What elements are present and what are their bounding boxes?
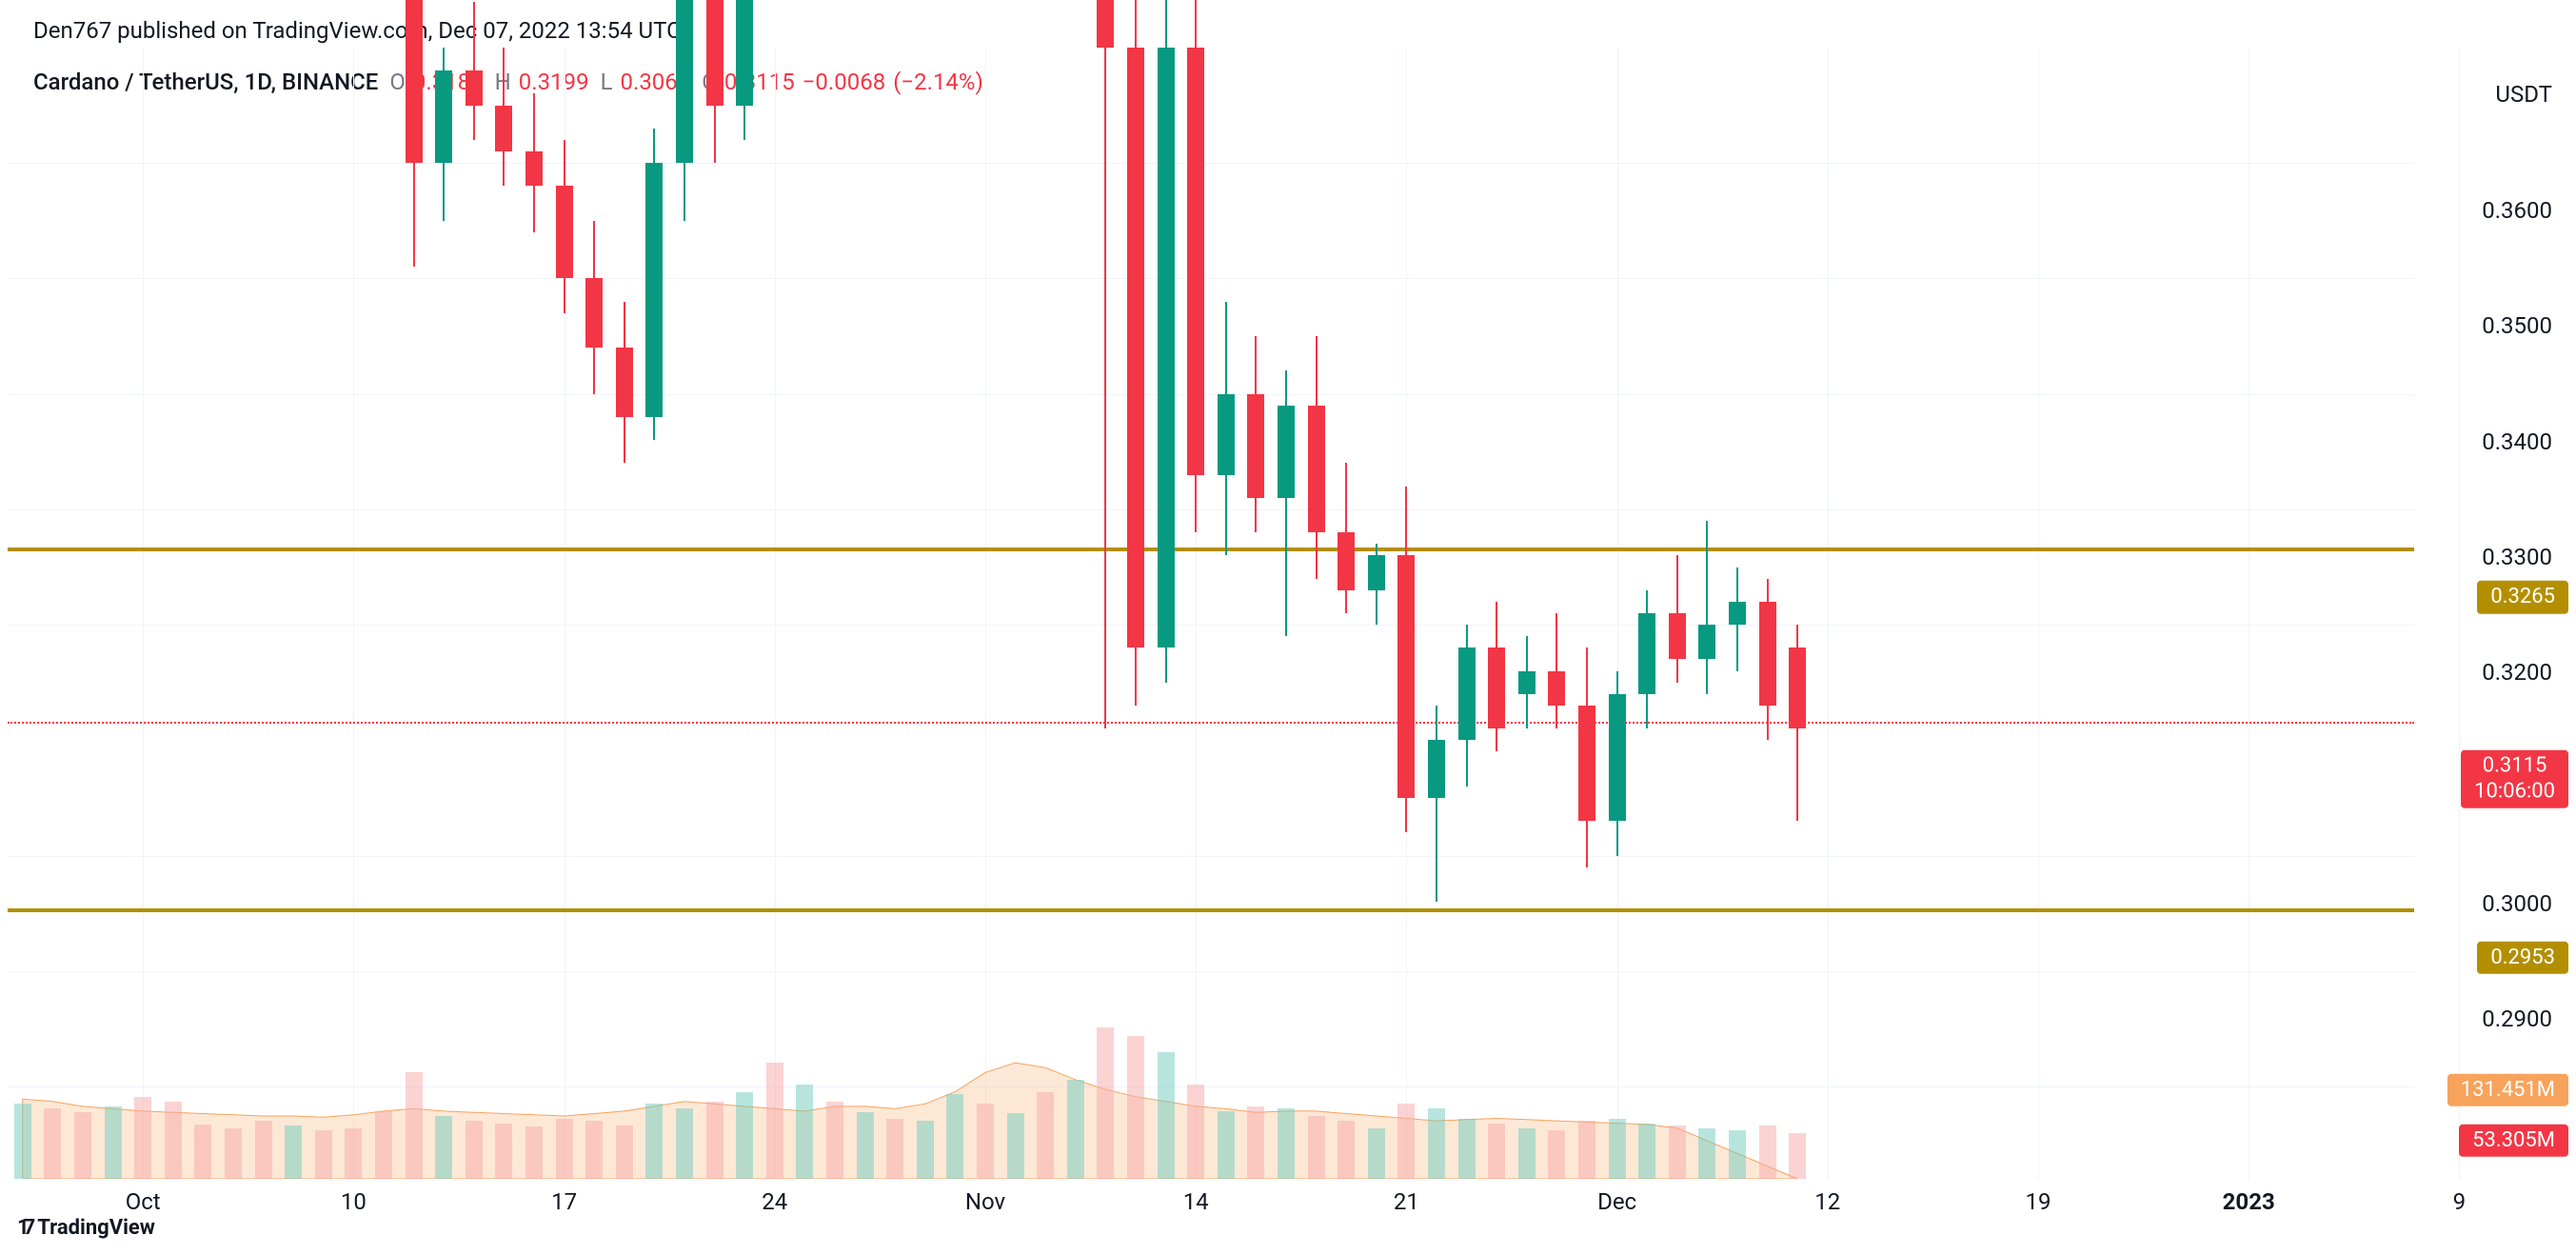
x-tick-label: 21: [1394, 1188, 1419, 1215]
volume-tag: 53.305M: [2459, 1125, 2568, 1157]
candle: [946, 48, 963, 1179]
candle: [1158, 48, 1175, 1179]
x-tick-label: 2023: [2223, 1188, 2275, 1215]
price-tag: 0.2953: [2477, 941, 2568, 973]
candle: [1127, 48, 1144, 1179]
y-tick-label: 0.3200: [2482, 659, 2552, 686]
x-tick-label: 14: [1183, 1188, 1209, 1215]
candle: [1338, 48, 1355, 1179]
candle: [1488, 48, 1505, 1179]
candle: [105, 48, 122, 1179]
tv-logo-text: TradingView: [37, 1216, 155, 1240]
y-tick-label: 0.3000: [2482, 890, 2552, 917]
candle: [74, 48, 91, 1179]
candle: [1638, 48, 1655, 1179]
candle: [796, 48, 813, 1179]
candle: [1278, 48, 1295, 1179]
candle: [886, 48, 903, 1179]
candle: [977, 48, 994, 1179]
candle: [194, 48, 211, 1179]
candle: [1518, 48, 1536, 1179]
y-tick-label: 0.3400: [2482, 428, 2552, 455]
y-tick-label: 0.2900: [2482, 1006, 2552, 1032]
candle: [1308, 48, 1325, 1179]
x-tick-label: 9: [2453, 1188, 2467, 1215]
candle: [857, 48, 874, 1179]
x-tick-label: 17: [551, 1188, 577, 1215]
x-tick-label: 24: [762, 1188, 787, 1215]
candle: [556, 48, 573, 1179]
candle: [676, 48, 693, 1179]
candle: [1759, 48, 1776, 1179]
candle: [466, 48, 483, 1179]
candle: [255, 48, 272, 1179]
horizontal-line[interactable]: [8, 548, 2414, 551]
candle: [225, 48, 242, 1179]
candle: [1097, 48, 1114, 1179]
price-chart[interactable]: [8, 48, 2414, 1179]
tradingview-logo: 17 TradingView: [17, 1216, 155, 1240]
candle: [315, 48, 332, 1179]
candle: [134, 48, 151, 1179]
candle: [1187, 48, 1204, 1179]
price-tag: 0.3265: [2477, 581, 2568, 613]
candle: [645, 48, 663, 1179]
candle: [1458, 48, 1476, 1179]
candle: [766, 48, 783, 1179]
candle: [1428, 48, 1445, 1179]
y-tick-label: 0.3500: [2482, 312, 2552, 339]
candle: [1729, 48, 1746, 1179]
candle: [706, 48, 723, 1179]
price-tag: 0.311510:06:00: [2461, 750, 2568, 808]
x-tick-label: 19: [2026, 1188, 2051, 1215]
candle: [1247, 48, 1264, 1179]
x-tick-label: Oct: [126, 1188, 161, 1215]
candle: [44, 48, 61, 1179]
candle: [1368, 48, 1385, 1179]
candle: [1037, 48, 1054, 1179]
candle: [1007, 48, 1024, 1179]
x-tick-label: Dec: [1597, 1188, 1636, 1215]
x-tick-label: 10: [341, 1188, 367, 1215]
candle: [345, 48, 362, 1179]
candle: [917, 48, 934, 1179]
candle: [375, 48, 392, 1179]
candle: [406, 48, 423, 1179]
candle: [1578, 48, 1595, 1179]
candle: [435, 48, 452, 1179]
x-axis: Oct101724Nov1421Dec121920239: [8, 1181, 2414, 1219]
x-tick-label: 12: [1814, 1188, 1840, 1215]
candle: [285, 48, 302, 1179]
candle: [165, 48, 182, 1179]
candle: [1609, 48, 1626, 1179]
y-axis: USDT 0.3600 0.3500 0.3400 0.3300 0.3200 0.300…: [2414, 48, 2576, 1179]
candle: [1218, 48, 1235, 1179]
horizontal-line[interactable]: [8, 908, 2414, 912]
candle: [1397, 48, 1415, 1179]
publish-header: Den767 published on TradingView.com, Dec…: [33, 17, 682, 44]
candle: [495, 48, 512, 1179]
candle: [1548, 48, 1565, 1179]
candle: [1698, 48, 1715, 1179]
candle: [525, 48, 543, 1179]
y-axis-unit: USDT: [2495, 81, 2552, 108]
candle: [1669, 48, 1686, 1179]
y-tick-label: 0.3300: [2482, 544, 2552, 570]
candle: [585, 48, 603, 1179]
volume-tag: 131.451M: [2447, 1074, 2568, 1106]
candle: [826, 48, 843, 1179]
tv-logo-icon: 17: [17, 1216, 31, 1240]
candle: [1067, 48, 1084, 1179]
y-tick-label: 0.3600: [2482, 197, 2552, 224]
candle: [736, 48, 753, 1179]
candle: [616, 48, 633, 1179]
x-tick-label: Nov: [965, 1188, 1005, 1215]
candle: [1789, 48, 1806, 1179]
current-price-line: [8, 722, 2414, 724]
candle: [14, 48, 31, 1179]
